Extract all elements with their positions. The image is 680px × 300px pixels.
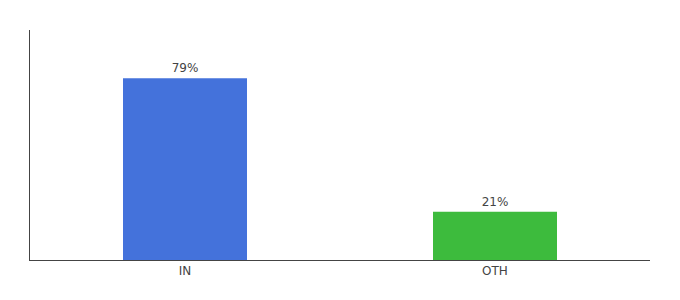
svg-text:79%: 79% (172, 61, 199, 75)
svg-text:IN: IN (179, 264, 192, 278)
svg-text:OTH: OTH (482, 264, 508, 278)
svg-text:21%: 21% (482, 195, 509, 209)
